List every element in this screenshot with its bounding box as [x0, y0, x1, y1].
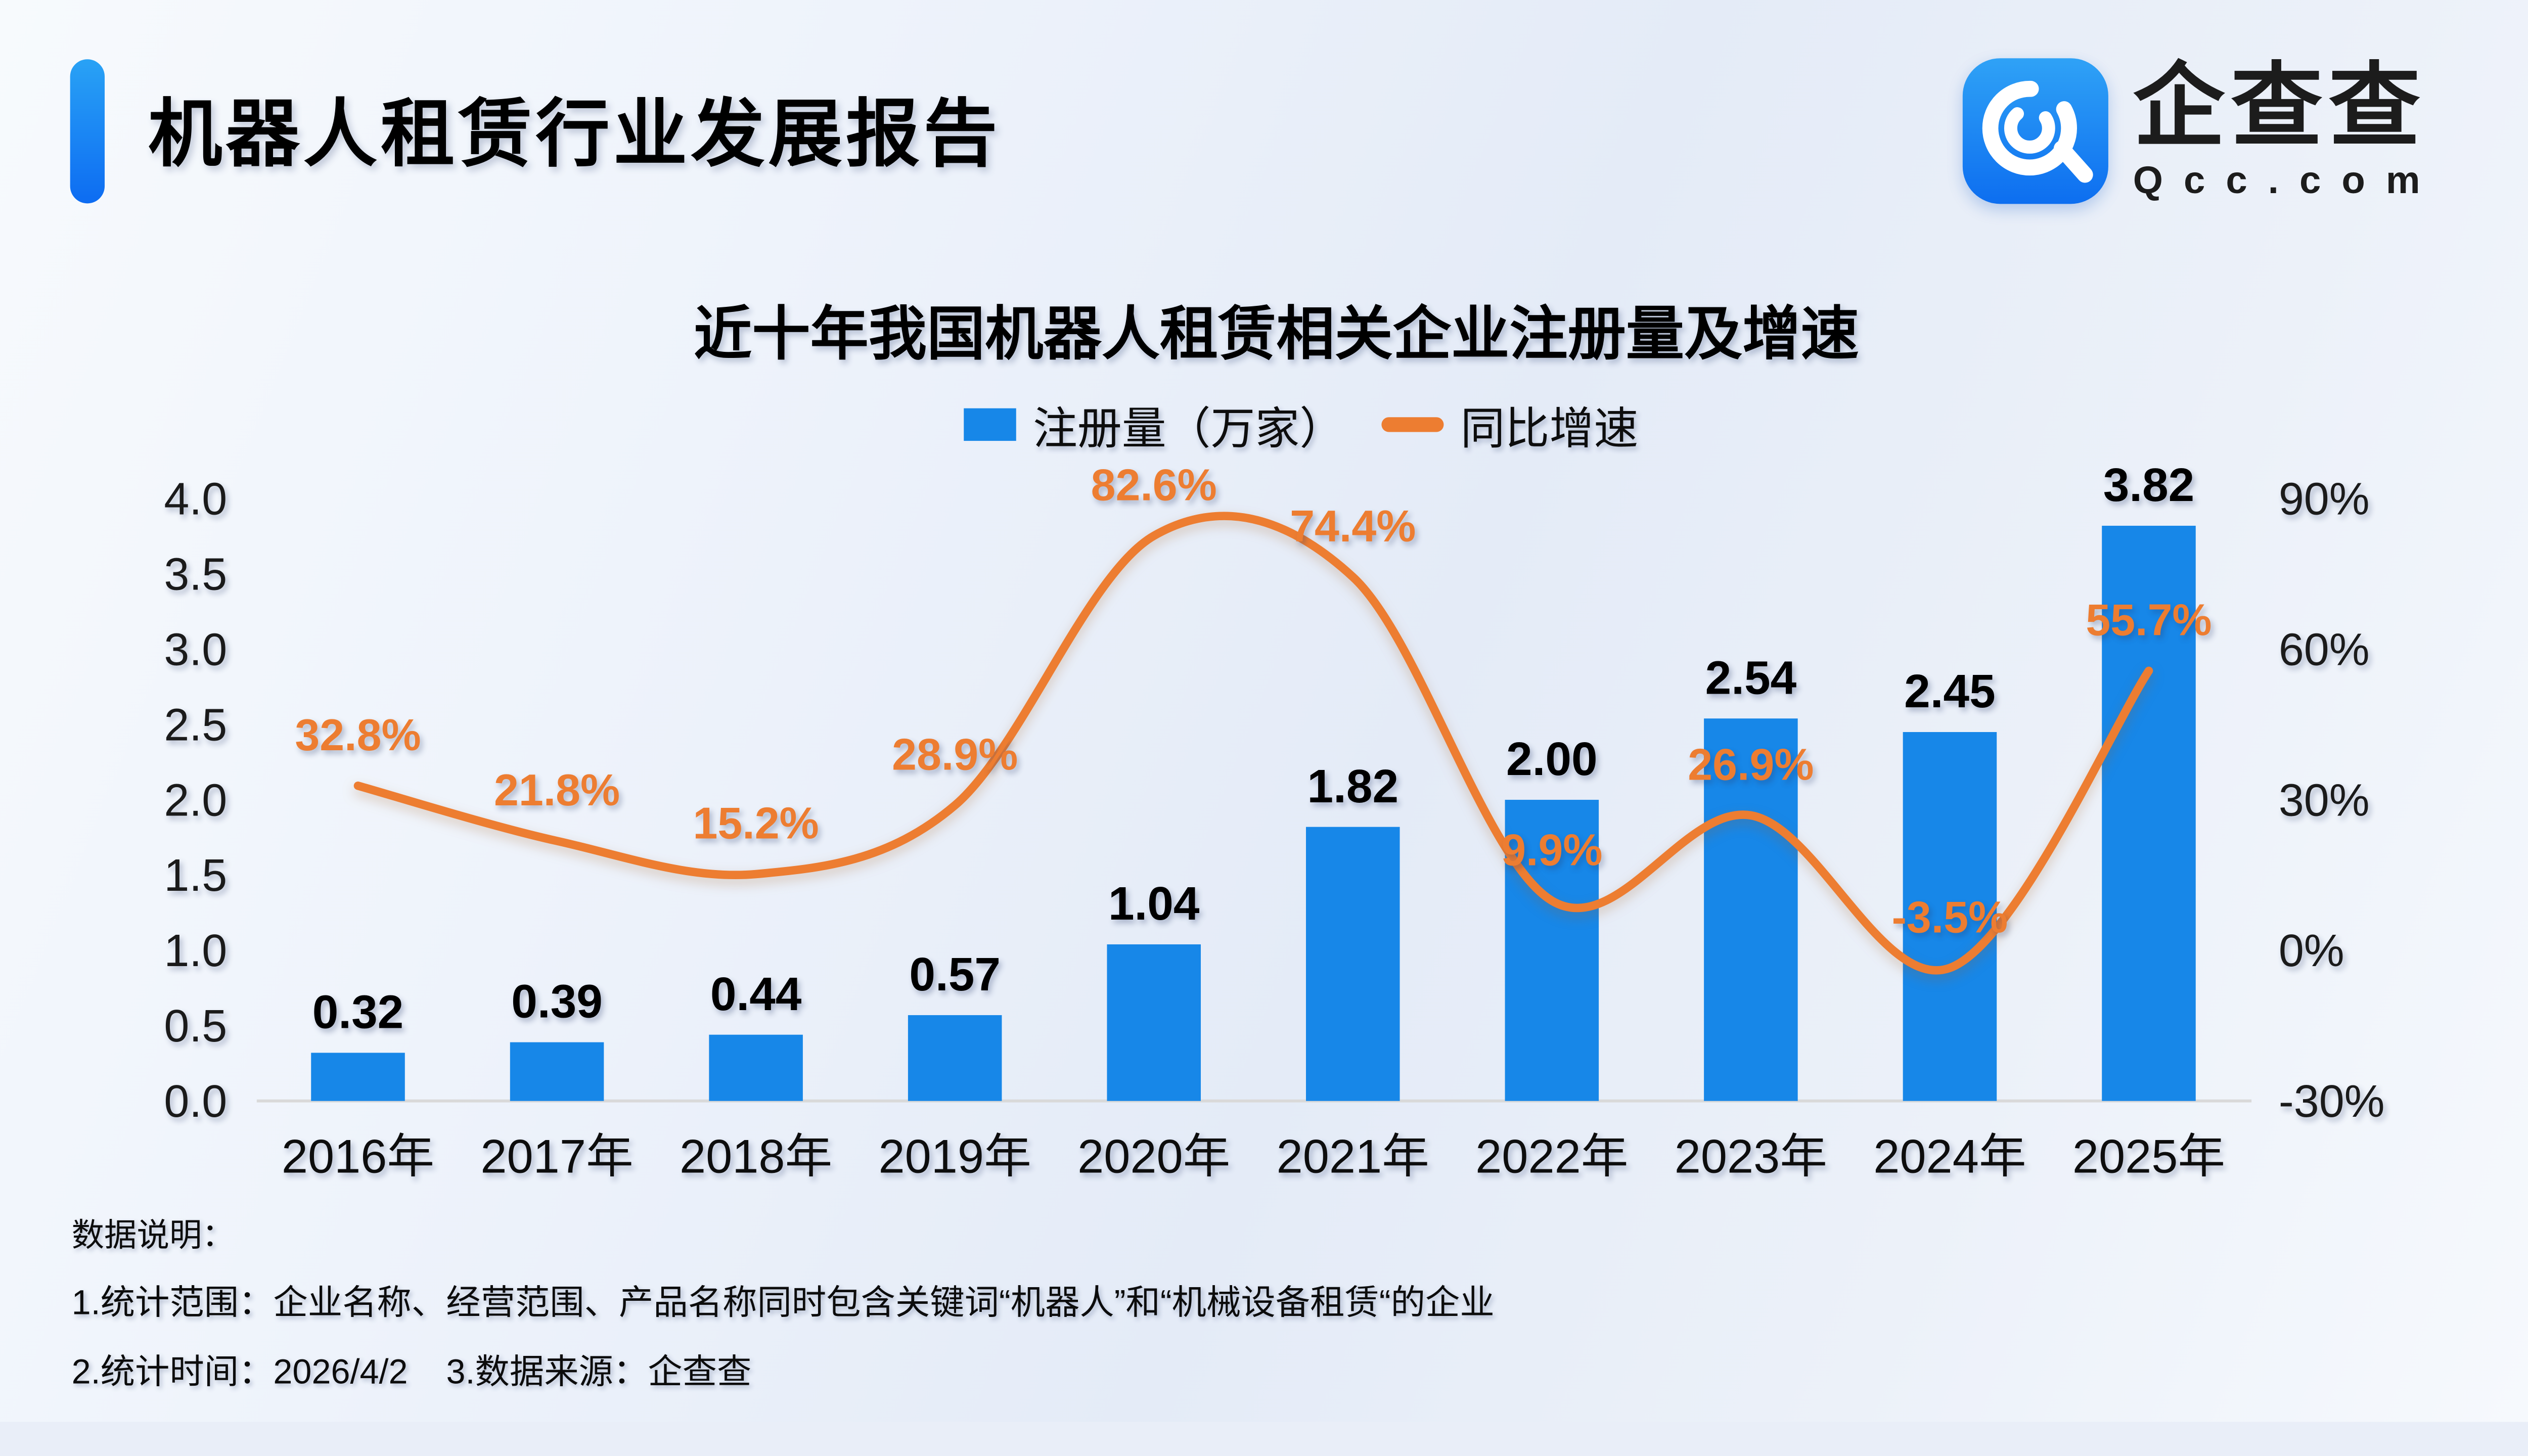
legend-bar-label: 注册量（万家）: [1032, 404, 1344, 454]
right-axis-tick: 90%: [2279, 474, 2370, 525]
x-axis-label: 2022年: [1475, 1129, 1628, 1182]
footnote-heading: 数据说明：: [71, 1216, 235, 1253]
footnote-2: 2.统计时间：2026/4/2 3.数据来源：企查查: [71, 1352, 752, 1391]
left-axis-tick: 4.0: [164, 474, 227, 525]
legend-bar-swatch: [964, 408, 1016, 441]
infographic-stage: 机器人租赁行业发展报告 企查查 Qcc.com 近十年我国机器人租赁相关企业注册…: [0, 0, 2528, 1422]
qcc-logo-icon: [1962, 58, 2108, 204]
page-title: 机器人租赁行业发展报告: [148, 92, 1001, 175]
bar-2024年: [1903, 732, 1997, 1101]
x-axis-label: 2025年: [2072, 1129, 2225, 1182]
x-axis-label: 2024年: [1873, 1129, 2026, 1182]
x-axis-label: 2021年: [1277, 1129, 1429, 1182]
bar-2020年: [1107, 944, 1201, 1101]
bar-value-label-2018年: 0.44: [710, 968, 802, 1020]
left-axis-tick: 2.0: [164, 775, 227, 826]
footnote-1: 1.统计范围：企业名称、经营范围、产品名称同时包含关键词“机器人”和“机械设备租…: [71, 1283, 1495, 1322]
chart-title: 近十年我国机器人租赁相关企业注册量及增速: [694, 301, 1859, 367]
logo-text: 企查查 Qcc.com: [2133, 58, 2441, 202]
x-axis-label: 2016年: [282, 1129, 434, 1182]
legend-line-swatch: [1381, 417, 1444, 432]
growth-label-2020年: 82.6%: [1091, 460, 1217, 510]
bar-2025年: [2102, 525, 2196, 1101]
bar-2018年: [709, 1034, 803, 1101]
bar-2021年: [1306, 827, 1400, 1101]
x-axis-label: 2018年: [680, 1129, 832, 1182]
growth-label-2019年: 28.9%: [892, 730, 1018, 780]
growth-label-2016年: 32.8%: [295, 710, 421, 760]
left-axis-tick: 0.0: [164, 1076, 227, 1127]
bar-2019年: [908, 1015, 1002, 1101]
growth-label-2023年: 26.9%: [1688, 739, 1814, 789]
qcc-logo: 企查查 Qcc.com: [1962, 58, 2441, 204]
title-accent-bar: [70, 59, 105, 204]
x-axis-label: 2020年: [1077, 1129, 1230, 1182]
bar-value-label-2017年: 0.39: [511, 975, 603, 1028]
left-axis-tick: 3.0: [164, 624, 227, 675]
growth-label-2021年: 74.4%: [1290, 501, 1416, 551]
bar-value-label-2020年: 1.04: [1108, 877, 1200, 930]
left-axis-tick: 1.0: [164, 926, 227, 976]
bar-value-label-2016年: 0.32: [312, 986, 404, 1038]
left-axis-tick: 0.5: [164, 1001, 227, 1052]
logo-domain-text: Qcc.com: [2133, 158, 2441, 202]
combo-chart-plot: 0.0 0.5 1.0 1.5 2.0 2.5 3.0 3.5 4.0 -30% 0% 30% 60% 9…: [164, 459, 2385, 1182]
x-axis-label: 2023年: [1675, 1129, 1827, 1182]
bar-2022年: [1505, 800, 1599, 1101]
legend-line-label: 同比增速: [1460, 404, 1639, 454]
bar-value-label-2019年: 0.57: [909, 948, 1001, 1000]
growth-label-2025年: 55.7%: [2086, 595, 2211, 645]
left-axis-tick: 3.5: [164, 550, 227, 600]
bar-value-label-2021年: 1.82: [1307, 760, 1399, 812]
bar-value-label-2025年: 3.82: [2103, 459, 2195, 511]
growth-label-2018年: 15.2%: [693, 798, 819, 848]
left-axis-tick: 1.5: [164, 850, 227, 901]
growth-label-2017年: 21.8%: [494, 765, 620, 815]
bar-2023年: [1704, 718, 1798, 1101]
bar-value-label-2022年: 2.00: [1506, 733, 1598, 785]
bar-value-label-2023年: 2.54: [1705, 651, 1797, 704]
x-axis-label: 2019年: [879, 1129, 1031, 1182]
logo-brand-text: 企查查: [2133, 55, 2426, 158]
right-axis-tick: -30%: [2279, 1076, 2385, 1127]
bar-2017年: [510, 1042, 604, 1101]
chart-legend: 注册量（万家） 同比增速: [964, 392, 1638, 457]
right-axis-tick: 60%: [2279, 624, 2370, 675]
bar-2016年: [311, 1053, 405, 1101]
left-axis-tick: 2.5: [164, 700, 227, 750]
growth-line: [353, 512, 2153, 975]
growth-label-2022年: 9.9%: [1501, 825, 1602, 875]
right-axis-tick: 30%: [2279, 775, 2370, 826]
growth-label-2024年: -3.5%: [1892, 892, 2008, 942]
right-axis-tick: 0%: [2279, 926, 2344, 976]
x-axis-label: 2017年: [480, 1129, 633, 1182]
bar-value-label-2024年: 2.45: [1904, 665, 1996, 717]
